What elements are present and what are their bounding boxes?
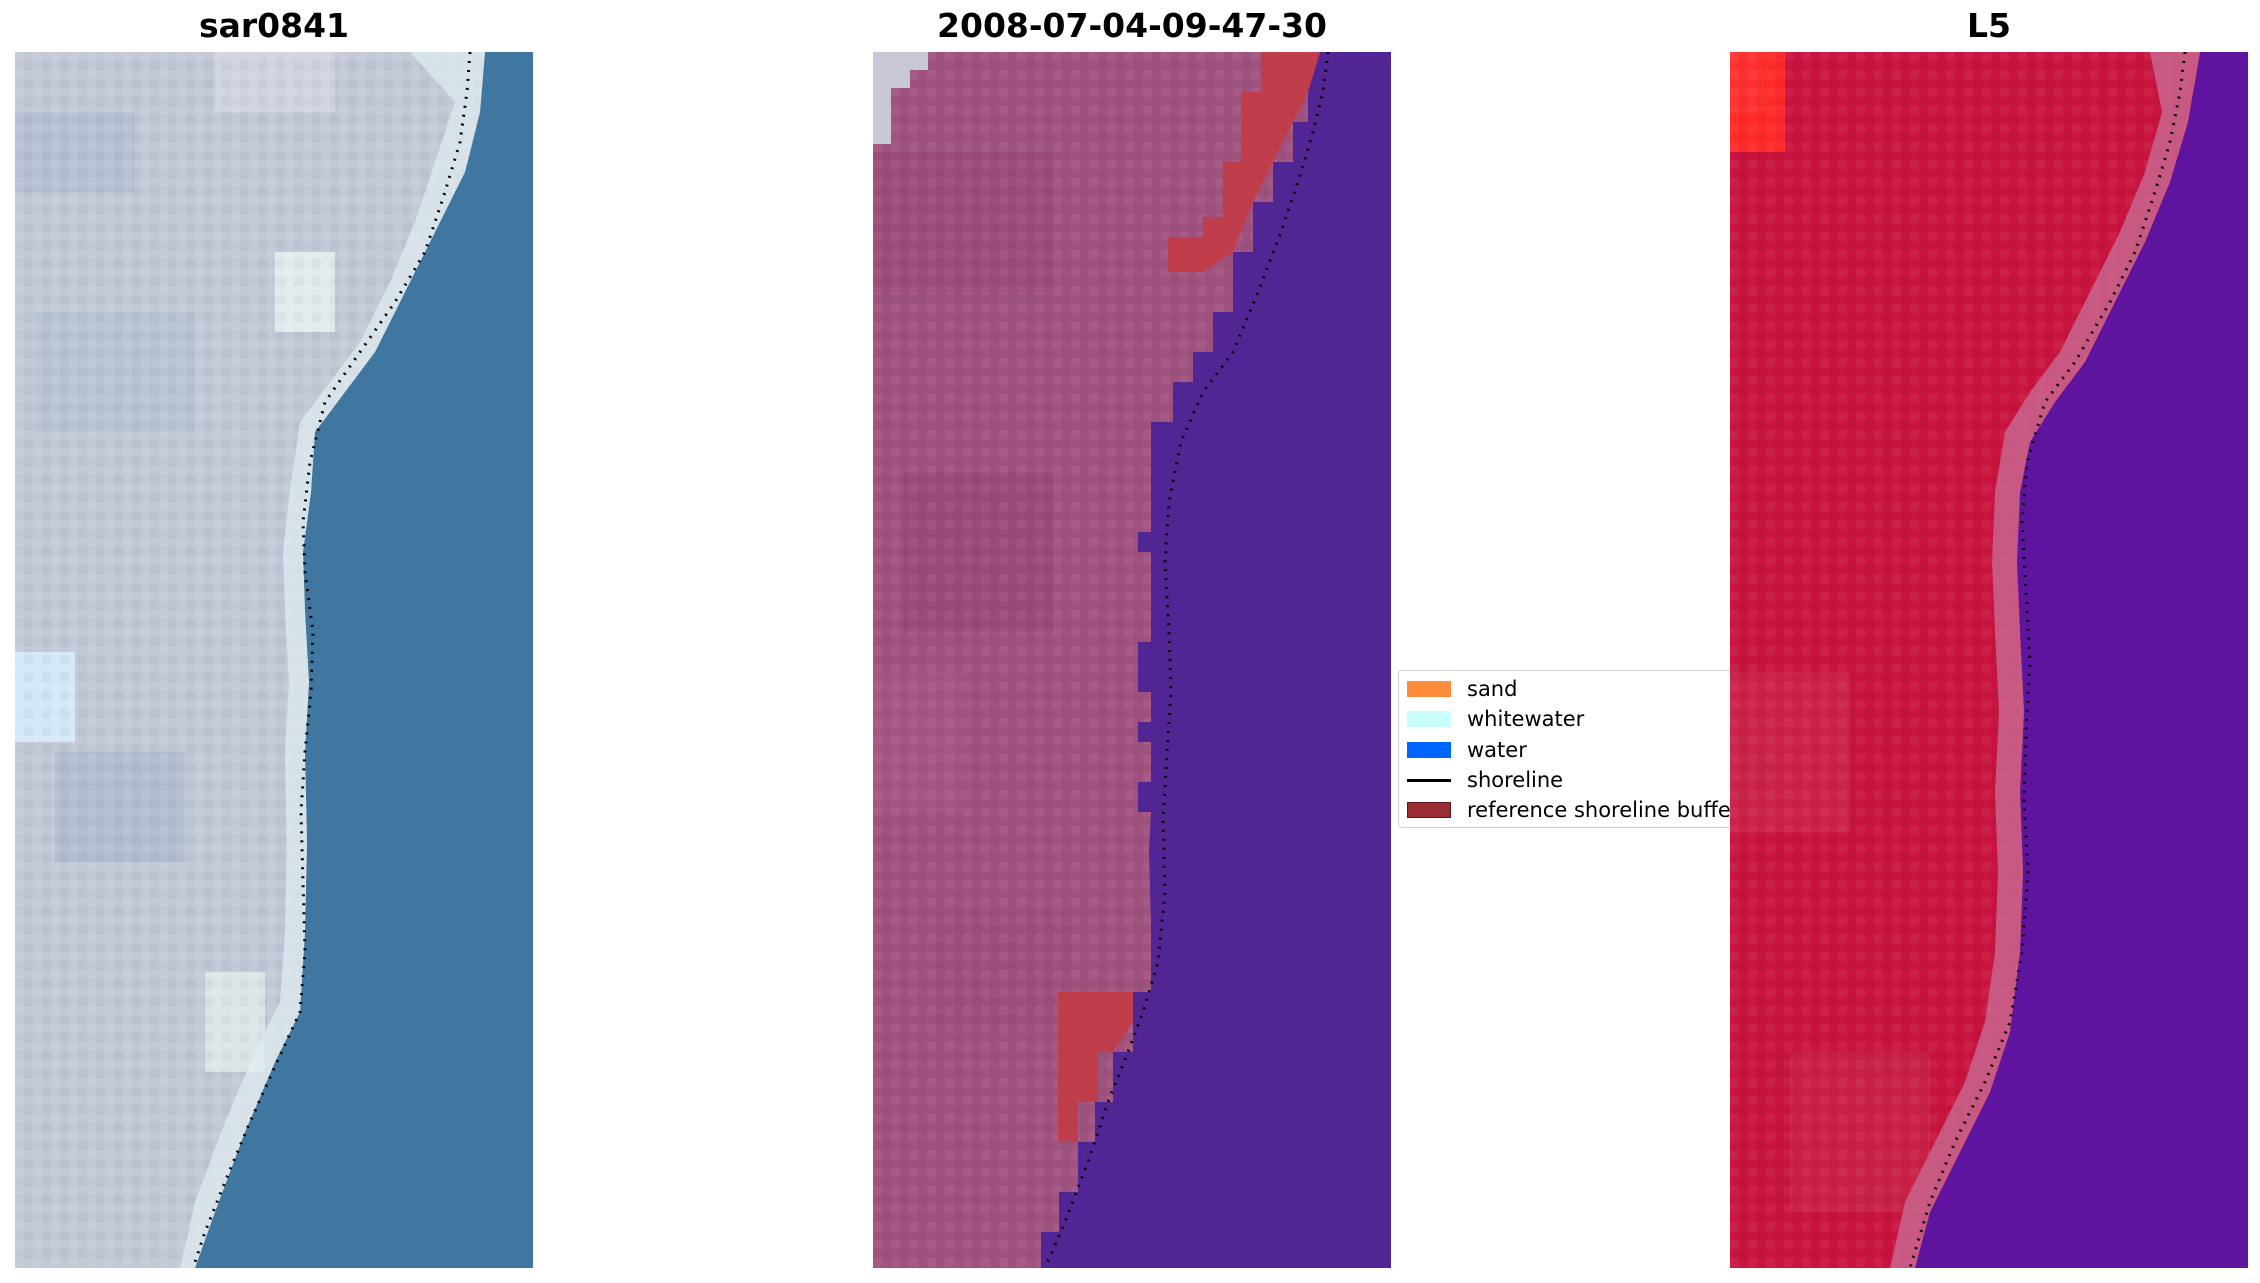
sand-swatch — [1407, 681, 1451, 697]
water-area — [195, 52, 533, 1268]
shoreline-swatch — [1407, 778, 1451, 782]
whitewater-swatch — [1407, 711, 1451, 727]
panel-title-index: L5 — [1967, 6, 2011, 45]
water-area — [1041, 52, 1391, 1268]
water-area — [1915, 52, 2248, 1268]
legend-label: reference shoreline buffer — [1467, 798, 1738, 822]
legend-label: sand — [1467, 677, 1518, 701]
legend-item-shoreline: shoreline — [1407, 767, 1563, 793]
reference-buffer-swatch — [1407, 802, 1451, 818]
legend-label: water — [1467, 738, 1527, 762]
panel-title-classification: 2008-07-04-09-47-30 — [937, 6, 1327, 45]
rgb-image — [15, 52, 533, 1268]
rgb-image-panel — [15, 52, 533, 1268]
reference-buffer-top — [1168, 52, 1320, 272]
index-panel — [1730, 52, 2248, 1268]
legend-item-reference-buffer: reference shoreline buffer — [1407, 797, 1738, 823]
classification-image — [873, 52, 1391, 1268]
legend-label: whitewater — [1467, 707, 1585, 731]
whitewater-area — [873, 52, 928, 144]
legend: sand whitewater water shoreline referenc… — [1398, 670, 1738, 828]
legend-item-water: water — [1407, 737, 1527, 763]
classification-panel — [873, 52, 1391, 1268]
legend-item-whitewater: whitewater — [1407, 706, 1584, 732]
legend-label: shoreline — [1467, 768, 1564, 792]
water-swatch — [1407, 742, 1451, 758]
reference-buffer-bottom — [1058, 992, 1133, 1142]
legend-item-sand: sand — [1407, 676, 1517, 702]
panel-title-rgb: sar0841 — [198, 6, 350, 45]
index-image — [1730, 52, 2248, 1268]
